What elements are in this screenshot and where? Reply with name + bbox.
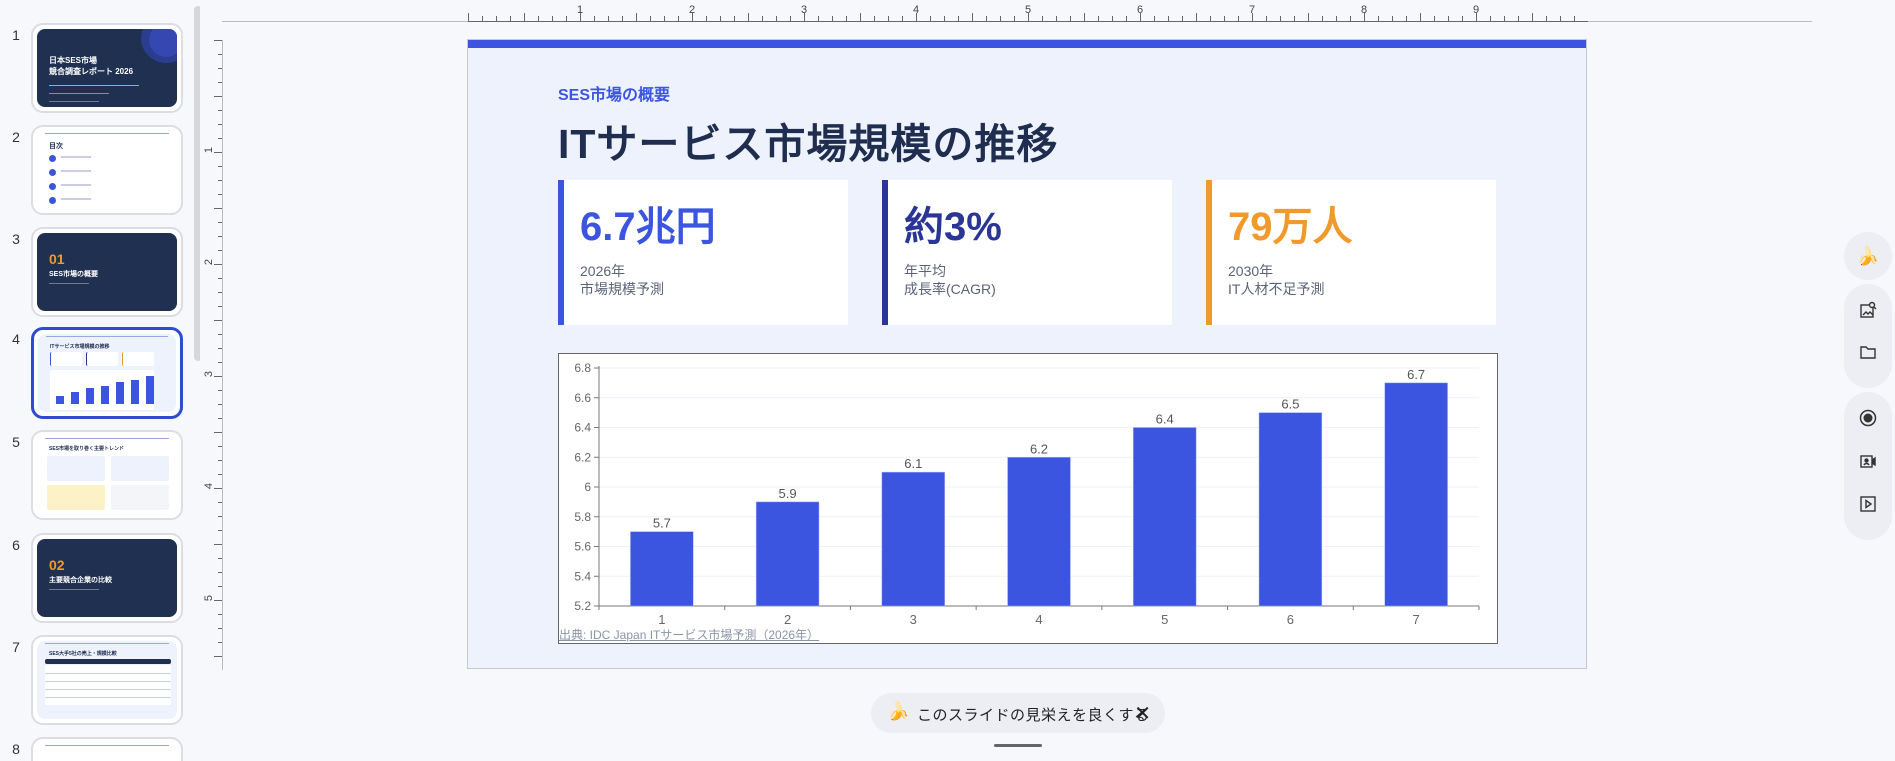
banana-sparkle-icon: 🍌 xyxy=(887,701,910,721)
camera-video-icon[interactable] xyxy=(1856,449,1880,473)
stat-card-market-size[interactable]: 6.7兆円 2026年 市場規模予測 xyxy=(558,180,848,325)
svg-text:6: 6 xyxy=(1287,612,1294,627)
stat-label-line2: 成長率(CAGR) xyxy=(904,281,996,297)
svg-text:6.2: 6.2 xyxy=(1030,441,1048,456)
slide-number: 2 xyxy=(12,129,20,145)
thumbnail-slide-2[interactable]: 2 目次 xyxy=(0,125,190,215)
thumbnail-slide-3[interactable]: 3 01 SES市場の概要 xyxy=(0,227,190,317)
stat-label: 年平均 成長率(CAGR) xyxy=(904,262,996,298)
stat-accent xyxy=(882,180,888,325)
banana-sparkle-icon[interactable]: 🍌 xyxy=(1856,245,1880,266)
bottom-drag-handle[interactable] xyxy=(994,744,1042,747)
thumbnail-scrollbar[interactable] xyxy=(194,6,200,361)
svg-text:5.9: 5.9 xyxy=(779,486,797,501)
stat-label: 2026年 市場規模予測 xyxy=(580,262,664,298)
stat-label-line1: 年平均 xyxy=(904,263,946,279)
chart-bar xyxy=(1007,457,1071,607)
stat-value: 79万人 xyxy=(1228,205,1353,249)
stat-label-line2: IT人材不足予測 xyxy=(1228,281,1325,297)
thumbnail-title: SES市場を取り巻く主要トレンド xyxy=(49,446,125,452)
section-number: 02 xyxy=(49,557,65,573)
chart-bar xyxy=(755,501,820,607)
svg-text:5.7: 5.7 xyxy=(653,516,671,531)
svg-text:5.8: 5.8 xyxy=(574,510,591,524)
svg-text:6.5: 6.5 xyxy=(1281,397,1299,412)
svg-text:6.2: 6.2 xyxy=(574,450,591,464)
record-tool-group xyxy=(1844,392,1892,540)
slide-number: 5 xyxy=(12,434,20,450)
slide-number: 6 xyxy=(12,537,20,553)
svg-text:6.6: 6.6 xyxy=(574,391,591,405)
folder-icon[interactable] xyxy=(1856,340,1880,364)
close-icon[interactable]: ✕ xyxy=(1134,703,1151,725)
stat-accent xyxy=(1206,180,1212,325)
svg-text:6.8: 6.8 xyxy=(574,361,591,375)
stat-label-line2: 市場規模予測 xyxy=(580,281,664,297)
thumbnail-slide-7[interactable]: 7 SES大手5社の売上・規模比較 xyxy=(0,635,190,725)
thumbnail-slide-5[interactable]: 5 SES市場を取り巻く主要トレンド xyxy=(0,430,190,520)
media-tool-group xyxy=(1844,284,1892,388)
thumbnail-title: SES市場の概要 xyxy=(49,271,99,278)
slide-number: 3 xyxy=(12,231,20,247)
slide-number: 7 xyxy=(12,639,20,655)
svg-text:1: 1 xyxy=(658,612,665,627)
chart-bar xyxy=(1258,412,1323,607)
svg-text:4: 4 xyxy=(1035,612,1042,627)
ai-tool-group: 🍌 xyxy=(1844,232,1892,280)
thumbnail-slide-4[interactable]: 4 ITサービス市場規模の推移 xyxy=(0,327,190,419)
chart-bar xyxy=(630,531,694,607)
thumbnail-title: 日本SES市場 競合調査レポート 2026 xyxy=(49,56,134,76)
vertical-ruler-track xyxy=(222,40,223,670)
svg-text:5.6: 5.6 xyxy=(574,540,591,554)
svg-text:6.4: 6.4 xyxy=(1156,412,1174,427)
svg-text:6: 6 xyxy=(584,480,591,494)
thumbnail-slide-1[interactable]: 1 日本SES市場 競合調査レポート 2026 xyxy=(0,23,190,113)
svg-text:5.4: 5.4 xyxy=(574,569,591,583)
svg-text:6.1: 6.1 xyxy=(904,456,922,471)
slide-title: ITサービス市場規模の推移 xyxy=(558,121,1059,167)
slideshow-play-icon[interactable] xyxy=(1856,492,1880,516)
svg-text:3: 3 xyxy=(910,612,917,627)
stat-card-talent-shortage[interactable]: 79万人 2030年 IT人材不足予測 xyxy=(1206,180,1496,325)
thumbnail-slide-8[interactable]: 8 xyxy=(0,737,190,761)
slide-eyebrow: SES市場の概要 xyxy=(558,87,671,104)
beautify-slide-suggestion[interactable]: 🍌 このスライドの見栄えを良くする ✕ xyxy=(871,693,1165,733)
chart-bar xyxy=(1133,427,1197,607)
slide-number: 8 xyxy=(12,741,20,757)
svg-text:5.2: 5.2 xyxy=(574,599,591,613)
slide-accent-bar xyxy=(468,40,1586,48)
svg-text:5: 5 xyxy=(1161,612,1168,627)
chart-bar xyxy=(881,471,945,607)
svg-text:6.4: 6.4 xyxy=(574,421,591,435)
suggestion-text[interactable]: このスライドの見栄えを良くする xyxy=(917,707,1150,724)
slide-canvas[interactable]: SES市場の概要 ITサービス市場規模の推移 6.7兆円 2026年 市場規模予… xyxy=(467,39,1587,669)
thumbnail-title: ITサービス市場規模の推移 xyxy=(50,344,110,350)
slide-thumbnail-panel: 1 日本SES市場 競合調査レポート 2026 2 目次 3 xyxy=(0,0,200,761)
stat-label-line1: 2030年 xyxy=(1228,263,1274,279)
svg-text:6.7: 6.7 xyxy=(1407,367,1425,382)
slide-number: 4 xyxy=(12,331,20,347)
thumbnail-slide-6[interactable]: 6 02 主要競合企業の比較 xyxy=(0,533,190,623)
stat-card-cagr[interactable]: 約3% 年平均 成長率(CAGR) xyxy=(882,180,1172,325)
bar-chart[interactable]: 5.2 5.4 5.6 5.8 6 6.2 6.4 6.6 6.8 5.7 1 5.9 2 6.1 3 6.2… xyxy=(558,353,1498,644)
thumbnail-title: 主要競合企業の比較 xyxy=(49,577,112,584)
thumbnail-title: SES大手5社の売上・規模比較 xyxy=(49,651,117,657)
stat-value: 約3% xyxy=(904,205,1002,249)
chart-source: 出典: IDC Japan ITサービス市場予測（2026年） xyxy=(559,628,820,642)
stat-accent xyxy=(558,180,564,325)
slide-number: 1 xyxy=(12,27,20,43)
record-icon[interactable] xyxy=(1856,406,1880,430)
chart-bar xyxy=(1384,382,1448,607)
image-search-icon[interactable] xyxy=(1856,298,1880,322)
stat-label-line1: 2026年 xyxy=(580,263,626,279)
thumbnail-title: 目次 xyxy=(49,143,63,150)
svg-text:2: 2 xyxy=(784,612,791,627)
svg-text:7: 7 xyxy=(1413,612,1420,627)
section-number: 01 xyxy=(49,251,65,267)
bar-chart-plot: 5.2 5.4 5.6 5.8 6 6.2 6.4 6.6 6.8 5.7 1 5.9 2 6.1 3 6.2… xyxy=(574,361,1480,627)
stat-label: 2030年 IT人材不足予測 xyxy=(1228,262,1324,298)
stat-value: 6.7兆円 xyxy=(580,205,716,249)
